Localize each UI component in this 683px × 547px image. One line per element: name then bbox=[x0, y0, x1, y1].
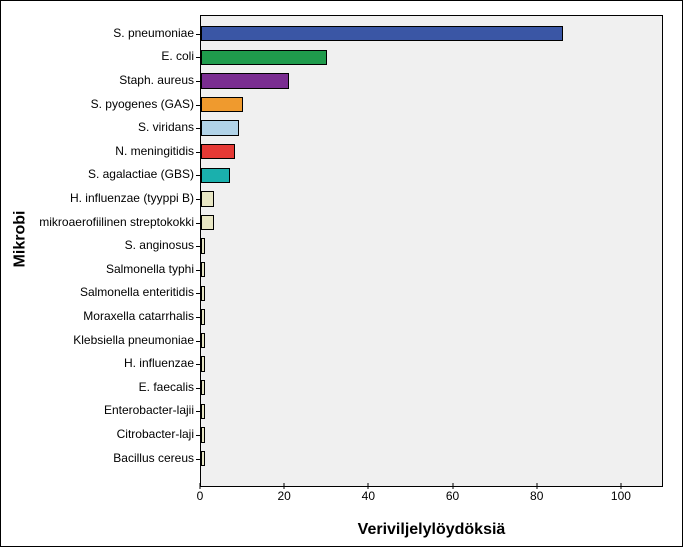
bar-row bbox=[201, 50, 662, 65]
bar-row bbox=[201, 286, 662, 301]
bar-row bbox=[201, 120, 662, 135]
bar-row bbox=[201, 144, 662, 159]
category-label: Moraxella catarrhalis bbox=[83, 310, 194, 322]
y-tick-mark bbox=[196, 223, 201, 224]
category-label: H. influenzae (tyyppi B) bbox=[70, 192, 194, 204]
bar bbox=[201, 144, 235, 159]
bar bbox=[201, 262, 205, 277]
category-label: Salmonella typhi bbox=[106, 263, 194, 275]
y-tick-mark bbox=[196, 388, 201, 389]
y-tick-mark bbox=[196, 459, 201, 460]
y-tick-mark bbox=[196, 128, 201, 129]
bar bbox=[201, 215, 214, 230]
bar-row bbox=[201, 262, 662, 277]
category-label: E. coli bbox=[161, 50, 194, 62]
x-tick-label: 40 bbox=[362, 489, 375, 503]
bar-row bbox=[201, 356, 662, 371]
y-tick-mark bbox=[196, 435, 201, 436]
x-tick-labels: 0 20 40 60 80 100 bbox=[200, 489, 663, 509]
bar bbox=[201, 427, 205, 442]
y-axis-title-text: Mikrobi bbox=[11, 210, 29, 267]
x-tick-label: 80 bbox=[530, 489, 543, 503]
category-label: mikroaerofiilinen streptokokki bbox=[39, 216, 194, 228]
y-tick-mark bbox=[196, 81, 201, 82]
y-tick-mark bbox=[196, 34, 201, 35]
bar-row bbox=[201, 73, 662, 88]
bar bbox=[201, 50, 327, 65]
y-tick-mark bbox=[196, 341, 201, 342]
x-tick-label: 0 bbox=[197, 489, 204, 503]
x-tick-label: 60 bbox=[446, 489, 459, 503]
bar bbox=[201, 238, 205, 253]
y-tick-mark bbox=[196, 293, 201, 294]
bar bbox=[201, 333, 205, 348]
bar bbox=[201, 286, 205, 301]
y-axis-title: Mikrobi bbox=[8, 0, 32, 477]
bar-row bbox=[201, 191, 662, 206]
y-tick-mark bbox=[196, 152, 201, 153]
category-label: Salmonella enteritidis bbox=[80, 286, 194, 298]
category-label: S. anginosus bbox=[125, 239, 194, 251]
y-tick-mark bbox=[196, 246, 201, 247]
y-tick-mark bbox=[196, 105, 201, 106]
bars-layer bbox=[201, 16, 662, 486]
y-tick-mark bbox=[196, 175, 201, 176]
bar-row bbox=[201, 26, 662, 41]
y-tick-mark bbox=[196, 270, 201, 271]
bar bbox=[201, 451, 205, 466]
bar-row bbox=[201, 238, 662, 253]
y-tick-mark bbox=[196, 317, 201, 318]
bar-row bbox=[201, 404, 662, 419]
bar bbox=[201, 26, 563, 41]
category-label: Klebsiella pneumoniae bbox=[73, 334, 194, 346]
y-tick-mark bbox=[196, 199, 201, 200]
y-tick-mark bbox=[196, 57, 201, 58]
category-label: Citrobacter-laji bbox=[117, 428, 194, 440]
bar bbox=[201, 97, 243, 112]
category-label: Staph. aureus bbox=[119, 74, 194, 86]
bar-row bbox=[201, 168, 662, 183]
bar-row bbox=[201, 215, 662, 230]
bar-row bbox=[201, 97, 662, 112]
plot-area bbox=[200, 15, 663, 487]
x-tick-label: 100 bbox=[611, 489, 631, 503]
y-tick-mark bbox=[196, 411, 201, 412]
bar-row bbox=[201, 333, 662, 348]
category-label: S. pyogenes (GAS) bbox=[91, 98, 194, 110]
category-label: Bacillus cereus bbox=[113, 452, 194, 464]
bar bbox=[201, 120, 239, 135]
category-label: S. viridans bbox=[138, 121, 194, 133]
category-label: S. pneumoniae bbox=[113, 27, 194, 39]
x-tick-label: 20 bbox=[277, 489, 290, 503]
category-label: H. influenzae bbox=[124, 357, 194, 369]
bar bbox=[201, 404, 205, 419]
category-label: E. faecalis bbox=[139, 381, 194, 393]
x-axis-title: Veriviljelylöydöksiä bbox=[200, 521, 663, 539]
chart-container: Mikrobi S. pneumoniae E. coli Staph. aureu… bbox=[0, 0, 683, 547]
bar bbox=[201, 380, 205, 395]
bar-row bbox=[201, 309, 662, 324]
category-label: S. agalactiae (GBS) bbox=[88, 168, 194, 180]
y-tick-mark bbox=[196, 364, 201, 365]
category-label: N. meningitidis bbox=[115, 145, 194, 157]
bar bbox=[201, 191, 214, 206]
bar-row bbox=[201, 451, 662, 466]
bar bbox=[201, 168, 230, 183]
bar-row bbox=[201, 427, 662, 442]
bar bbox=[201, 73, 289, 88]
category-label: Enterobacter-lajii bbox=[104, 404, 194, 416]
bar bbox=[201, 309, 205, 324]
bar-row bbox=[201, 380, 662, 395]
bar bbox=[201, 356, 205, 371]
